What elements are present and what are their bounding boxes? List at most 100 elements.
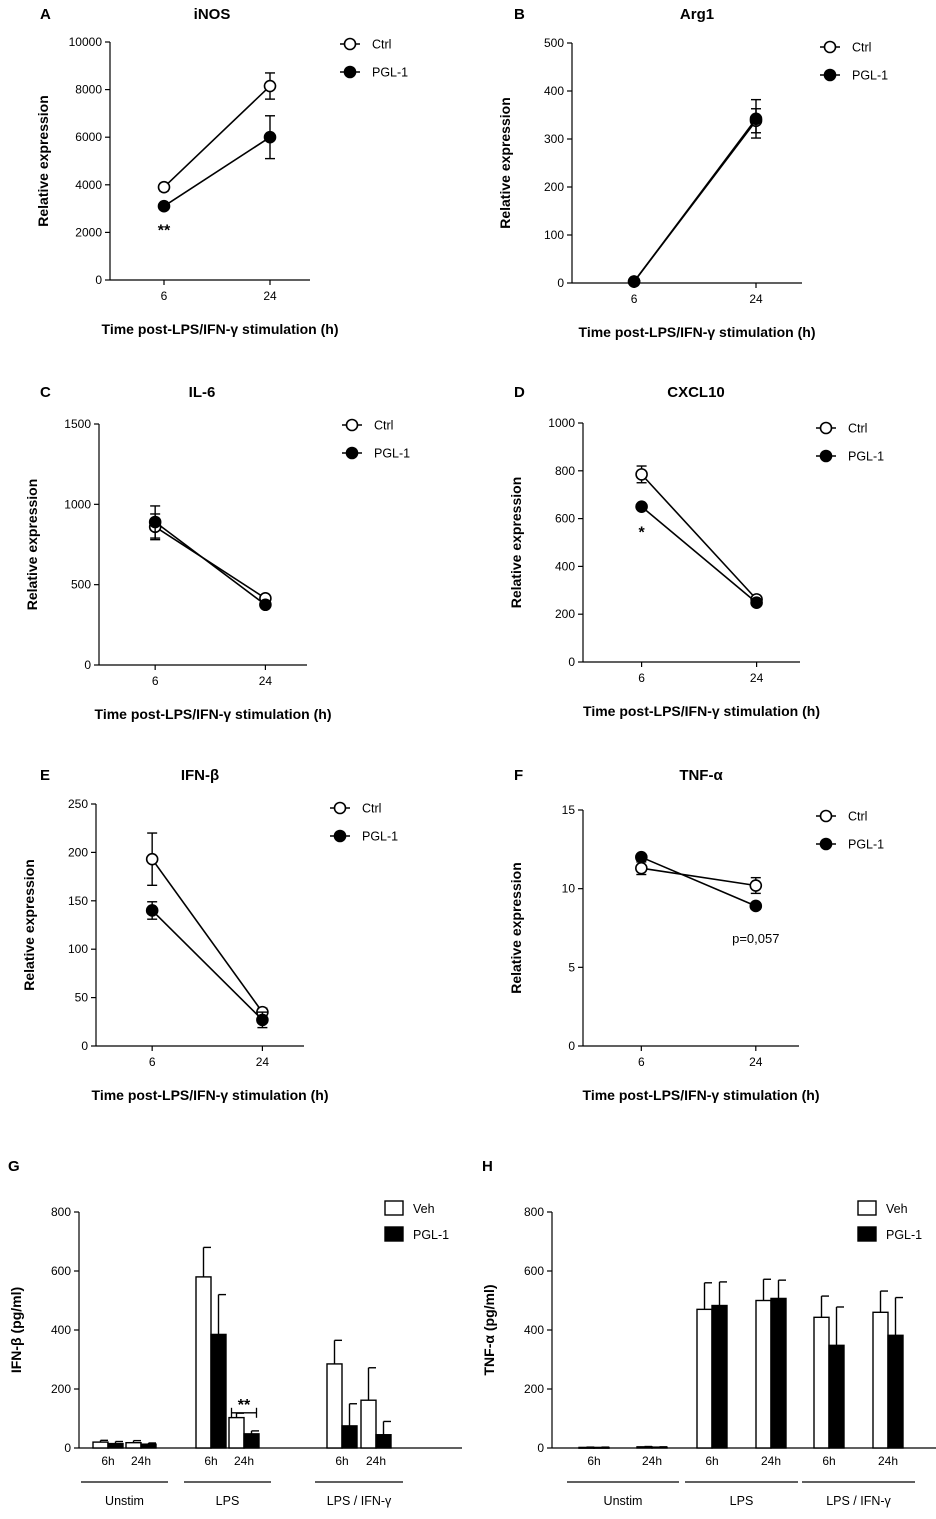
y-tick-label: 0: [537, 1441, 544, 1455]
legend-label: Ctrl: [372, 38, 391, 52]
bar: [651, 1446, 668, 1449]
y-tick-label: 400: [524, 1323, 544, 1337]
bar: [828, 1344, 845, 1449]
legend-marker: [823, 68, 837, 82]
series-line: [163, 136, 271, 207]
bar: [593, 1446, 610, 1449]
legend-label: Ctrl: [362, 802, 381, 816]
panel-letter: A: [40, 6, 51, 23]
x-tick-label: 6: [638, 671, 645, 685]
legend-label: Ctrl: [374, 419, 393, 433]
series-line: [641, 867, 756, 887]
y-tick-label: 400: [544, 84, 564, 98]
y-tick-label: 0: [64, 1441, 71, 1455]
bar: [210, 1333, 227, 1449]
panel-letter: H: [482, 1158, 493, 1175]
series-ctrl: [145, 832, 269, 1019]
legend-item-pgl-1: PGL-1: [820, 69, 888, 83]
x-tick-label: 6: [631, 292, 638, 306]
x-tick-label: 24: [749, 1055, 763, 1069]
x-tick-label: 24: [259, 674, 273, 688]
data-point: [635, 861, 648, 875]
x-tick-label: 6h: [587, 1454, 600, 1468]
x-tick-label: 24h: [234, 1454, 254, 1468]
series-pgl-1: [145, 901, 269, 1029]
chart-title: iNOS: [194, 6, 231, 23]
legend-label: Veh: [413, 1202, 435, 1216]
group-label: LPS / IFN-γ: [826, 1494, 891, 1508]
panel-letter: G: [8, 1158, 20, 1175]
data-point: [749, 879, 763, 892]
legend-marker: [333, 829, 347, 843]
series-ctrl: [635, 861, 763, 895]
y-tick-label: 100: [68, 942, 88, 956]
y-axis-label: Relative expression: [497, 97, 513, 229]
series-line: [154, 521, 266, 606]
group-label: LPS / IFN-γ: [327, 1494, 392, 1508]
bar: [107, 1442, 124, 1449]
legend-swatch: [384, 1200, 404, 1216]
panel-letter: C: [40, 384, 51, 401]
legend-marker: [819, 837, 833, 851]
legend-item-pgl-1: PGL-1: [340, 66, 408, 80]
legend-item-ctrl: Ctrl: [816, 810, 867, 824]
legend-label: PGL-1: [362, 830, 398, 844]
legend-item-veh: Veh: [857, 1200, 908, 1216]
y-tick-label: 200: [524, 1382, 544, 1396]
legend-swatch: [857, 1226, 877, 1242]
series-ctrl: [635, 465, 763, 606]
y-tick-label: 2000: [75, 225, 102, 239]
y-tick-label: 0: [95, 273, 102, 287]
x-tick-label: 24h: [366, 1454, 386, 1468]
y-tick-label: 600: [555, 512, 575, 526]
data-point: [263, 130, 277, 144]
series-pgl-1: [627, 98, 763, 288]
x-tick-label: 24: [750, 671, 764, 685]
bar: [755, 1299, 772, 1449]
x-axis-label: Time post-LPS/IFN-γ stimulation (h): [92, 1087, 329, 1103]
y-axis-label: Relative expression: [21, 859, 37, 991]
x-axis-label: Time post-LPS/IFN-γ stimulation (h): [583, 1087, 820, 1103]
legend-marker: [333, 801, 347, 815]
x-tick-label: 6: [638, 1055, 645, 1069]
panel-g: G 0 200 400 600 800 IFN-β (pg/ml) 6h 24h 6h 24h 6h 2…: [8, 1158, 462, 1508]
legend-swatch: [384, 1226, 404, 1242]
bar: [125, 1441, 142, 1449]
series-pgl-1: [157, 115, 277, 213]
y-tick-label: 10: [562, 882, 576, 896]
data-point: [635, 850, 648, 864]
legend-item-ctrl: Ctrl: [342, 419, 393, 433]
series-veh: [92, 1246, 377, 1449]
bar: [813, 1316, 830, 1449]
data-point: [145, 904, 159, 917]
y-tick-label: 6000: [75, 130, 102, 144]
bar: [326, 1363, 343, 1449]
significance-bracket: **: [230, 1397, 258, 1418]
y-tick-label: 200: [51, 1382, 71, 1396]
series-pgl-1: [635, 500, 763, 610]
x-tick-label: 24: [263, 289, 277, 303]
legend-swatch: [857, 1200, 877, 1216]
series-ctrl: [157, 72, 277, 194]
y-axis-label: Relative expression: [508, 862, 524, 994]
bar: [195, 1276, 212, 1449]
legend-label: PGL-1: [848, 450, 884, 464]
y-tick-label: 300: [544, 132, 564, 146]
data-point: [148, 515, 162, 529]
chart-title: IL-6: [189, 384, 216, 401]
y-tick-label: 1000: [548, 416, 575, 430]
bar: [375, 1434, 392, 1449]
series-pgl-1: [635, 850, 763, 913]
y-tick-label: 800: [555, 464, 575, 478]
y-tick-label: 400: [555, 559, 575, 573]
significance-marker: **: [238, 1397, 251, 1414]
panel-e: E 0 50 100 150 200 250 Relative expression IFN-β…: [21, 767, 398, 1103]
legend-label: PGL-1: [413, 1228, 449, 1242]
legend-item-ctrl: Ctrl: [820, 41, 871, 55]
y-tick-label: 0: [84, 658, 91, 672]
bar: [711, 1304, 728, 1449]
data-point: [145, 852, 159, 866]
panel-d: D 0 200 400 600 800 1000 Relative expression CXC…: [508, 384, 884, 719]
legend-item-pgl-1: PGL-1: [857, 1226, 922, 1242]
